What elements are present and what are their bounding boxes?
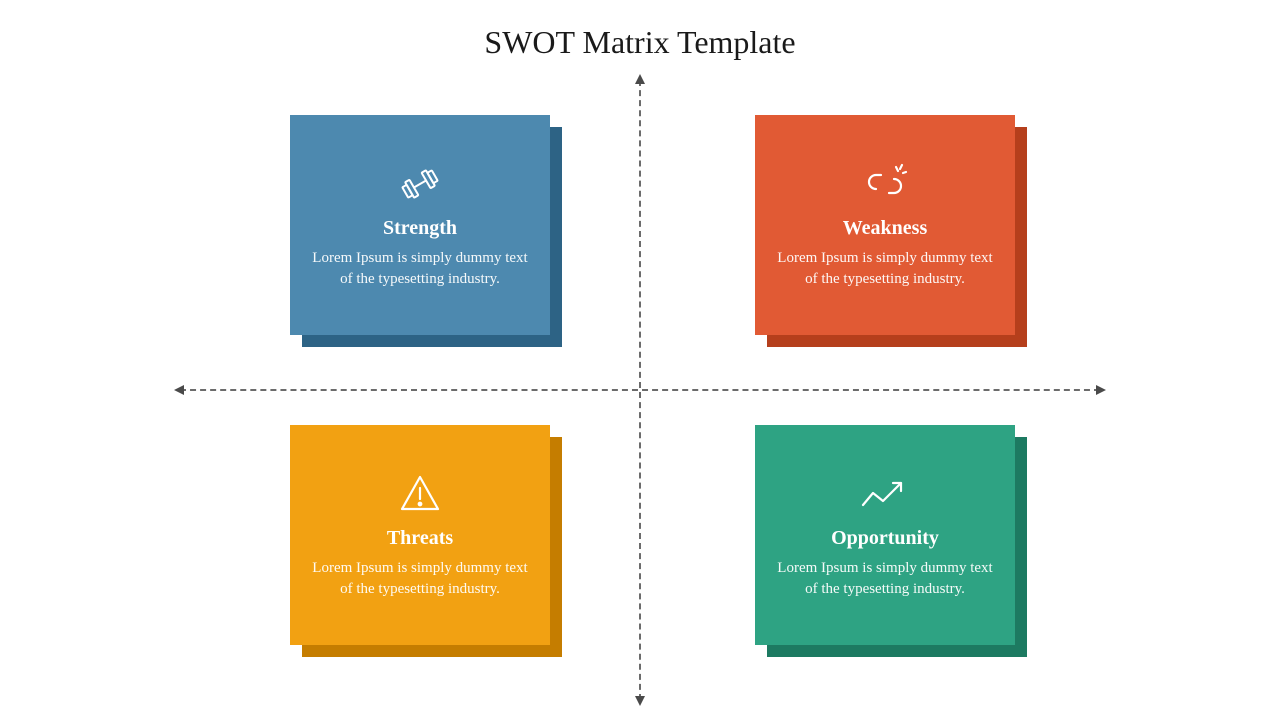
arrow-right-icon <box>1096 385 1106 395</box>
card-weakness: Weakness Lorem Ipsum is simply dummy tex… <box>755 115 1015 335</box>
horizontal-axis <box>180 389 1100 391</box>
quadrant-strength: Strength Lorem Ipsum is simply dummy tex… <box>290 115 550 335</box>
card-title: Strength <box>383 217 457 240</box>
warning-triangle-icon <box>397 471 443 517</box>
broken-link-icon <box>862 161 908 207</box>
swot-matrix: Strength Lorem Ipsum is simply dummy tex… <box>180 80 1100 700</box>
card-body: Lorem Ipsum is simply dummy text of the … <box>777 558 993 600</box>
card-body: Lorem Ipsum is simply dummy text of the … <box>312 558 528 600</box>
arrow-down-icon <box>635 696 645 706</box>
arrow-up-icon <box>635 74 645 84</box>
card-opportunity: Opportunity Lorem Ipsum is simply dummy … <box>755 425 1015 645</box>
card-strength: Strength Lorem Ipsum is simply dummy tex… <box>290 115 550 335</box>
card-threats: Threats Lorem Ipsum is simply dummy text… <box>290 425 550 645</box>
card-body: Lorem Ipsum is simply dummy text of the … <box>777 248 993 290</box>
card-title: Opportunity <box>831 527 939 550</box>
card-title: Threats <box>387 527 453 550</box>
quadrant-weakness: Weakness Lorem Ipsum is simply dummy tex… <box>755 115 1015 335</box>
page-title: SWOT Matrix Template <box>0 0 1280 61</box>
dumbbell-icon <box>397 161 443 207</box>
arrow-left-icon <box>174 385 184 395</box>
quadrant-opportunity: Opportunity Lorem Ipsum is simply dummy … <box>755 425 1015 645</box>
card-title: Weakness <box>843 217 927 240</box>
quadrant-threats: Threats Lorem Ipsum is simply dummy text… <box>290 425 550 645</box>
trend-up-icon <box>857 471 913 517</box>
card-body: Lorem Ipsum is simply dummy text of the … <box>312 248 528 290</box>
